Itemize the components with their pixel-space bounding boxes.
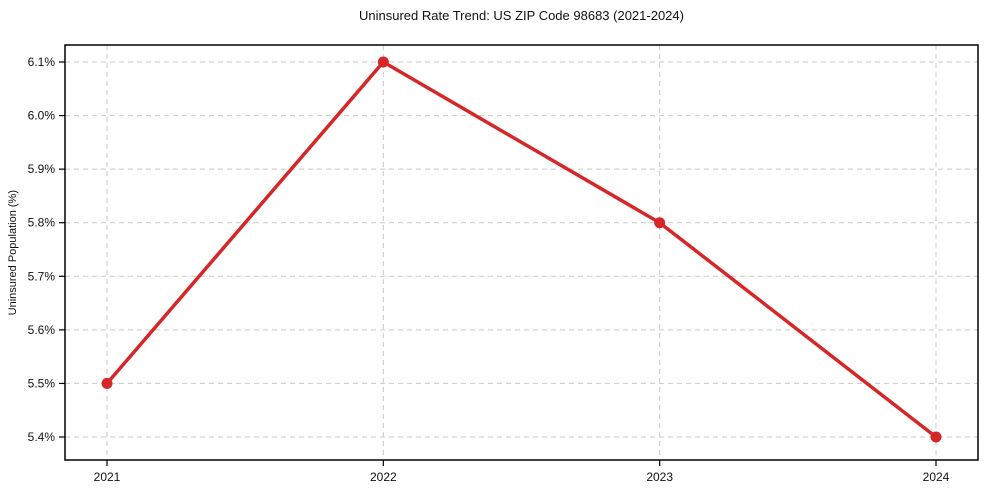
y-tick-label: 5.8%	[28, 216, 56, 230]
data-point-marker	[101, 377, 113, 389]
y-tick-label: 5.5%	[28, 376, 56, 390]
x-tick-label: 2022	[370, 470, 397, 484]
y-tick-label: 6.1%	[28, 55, 56, 69]
data-line	[105, 60, 938, 439]
chart-title: Uninsured Rate Trend: US ZIP Code 98683 …	[359, 8, 684, 23]
data-point-marker	[654, 217, 666, 229]
x-tick-label: 2024	[923, 470, 950, 484]
y-tick-label: 5.6%	[28, 323, 56, 337]
data-point-marker	[377, 56, 389, 68]
y-tick-label: 5.9%	[28, 162, 56, 176]
y-tick-label: 5.4%	[28, 430, 56, 444]
y-tick-label: 6.0%	[28, 109, 56, 123]
x-tick-label: 2023	[646, 470, 673, 484]
plot-frame	[64, 44, 979, 461]
x-tick-label: 2021	[94, 470, 121, 484]
y-tick-label: 5.7%	[28, 269, 56, 283]
data-point-marker	[930, 431, 942, 443]
